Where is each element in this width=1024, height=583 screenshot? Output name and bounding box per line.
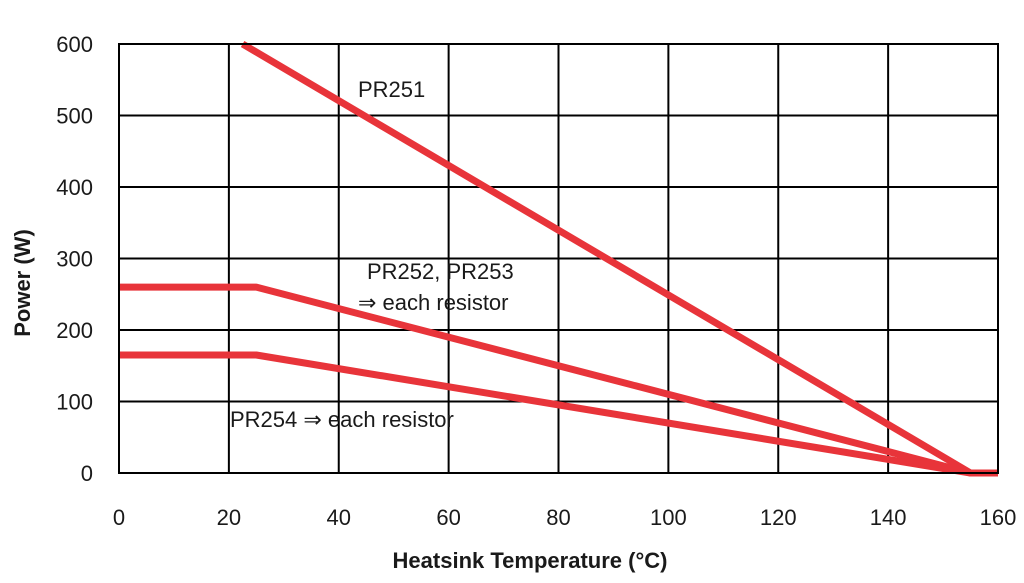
plot-frame xyxy=(118,43,999,474)
y-axis-title: Power (W) xyxy=(10,229,35,337)
x-tick-label: 60 xyxy=(436,505,460,530)
x-axis-title: Heatsink Temperature (°C) xyxy=(393,548,668,573)
x-tick-label: 120 xyxy=(760,505,797,530)
x-tick-labels: 0 20 40 60 80 100 120 140 160 xyxy=(113,505,1016,530)
annotation-pr252-each-resistor: ⇒ each resistor xyxy=(358,290,509,315)
annotation-pr252-pr253: PR252, PR253 xyxy=(367,259,514,284)
x-tick-label: 100 xyxy=(650,505,687,530)
y-tick-label: 100 xyxy=(56,390,93,415)
y-tick-label: 0 xyxy=(81,461,93,486)
y-tick-label: 600 xyxy=(56,32,93,57)
annotation-pr254: PR254 ⇒ each resistor xyxy=(230,407,454,432)
y-tick-labels: 0 100 200 300 400 500 600 xyxy=(56,32,93,486)
x-tick-label: 20 xyxy=(217,505,241,530)
x-tick-label: 160 xyxy=(980,505,1017,530)
x-tick-label: 80 xyxy=(546,505,570,530)
y-tick-label: 500 xyxy=(56,104,93,129)
x-tick-label: 0 xyxy=(113,505,125,530)
y-tick-label: 300 xyxy=(56,247,93,272)
annotation-pr251: PR251 xyxy=(358,77,425,102)
y-tick-label: 200 xyxy=(56,318,93,343)
x-tick-label: 40 xyxy=(327,505,351,530)
x-tick-label: 140 xyxy=(870,505,907,530)
y-tick-label: 400 xyxy=(56,175,93,200)
